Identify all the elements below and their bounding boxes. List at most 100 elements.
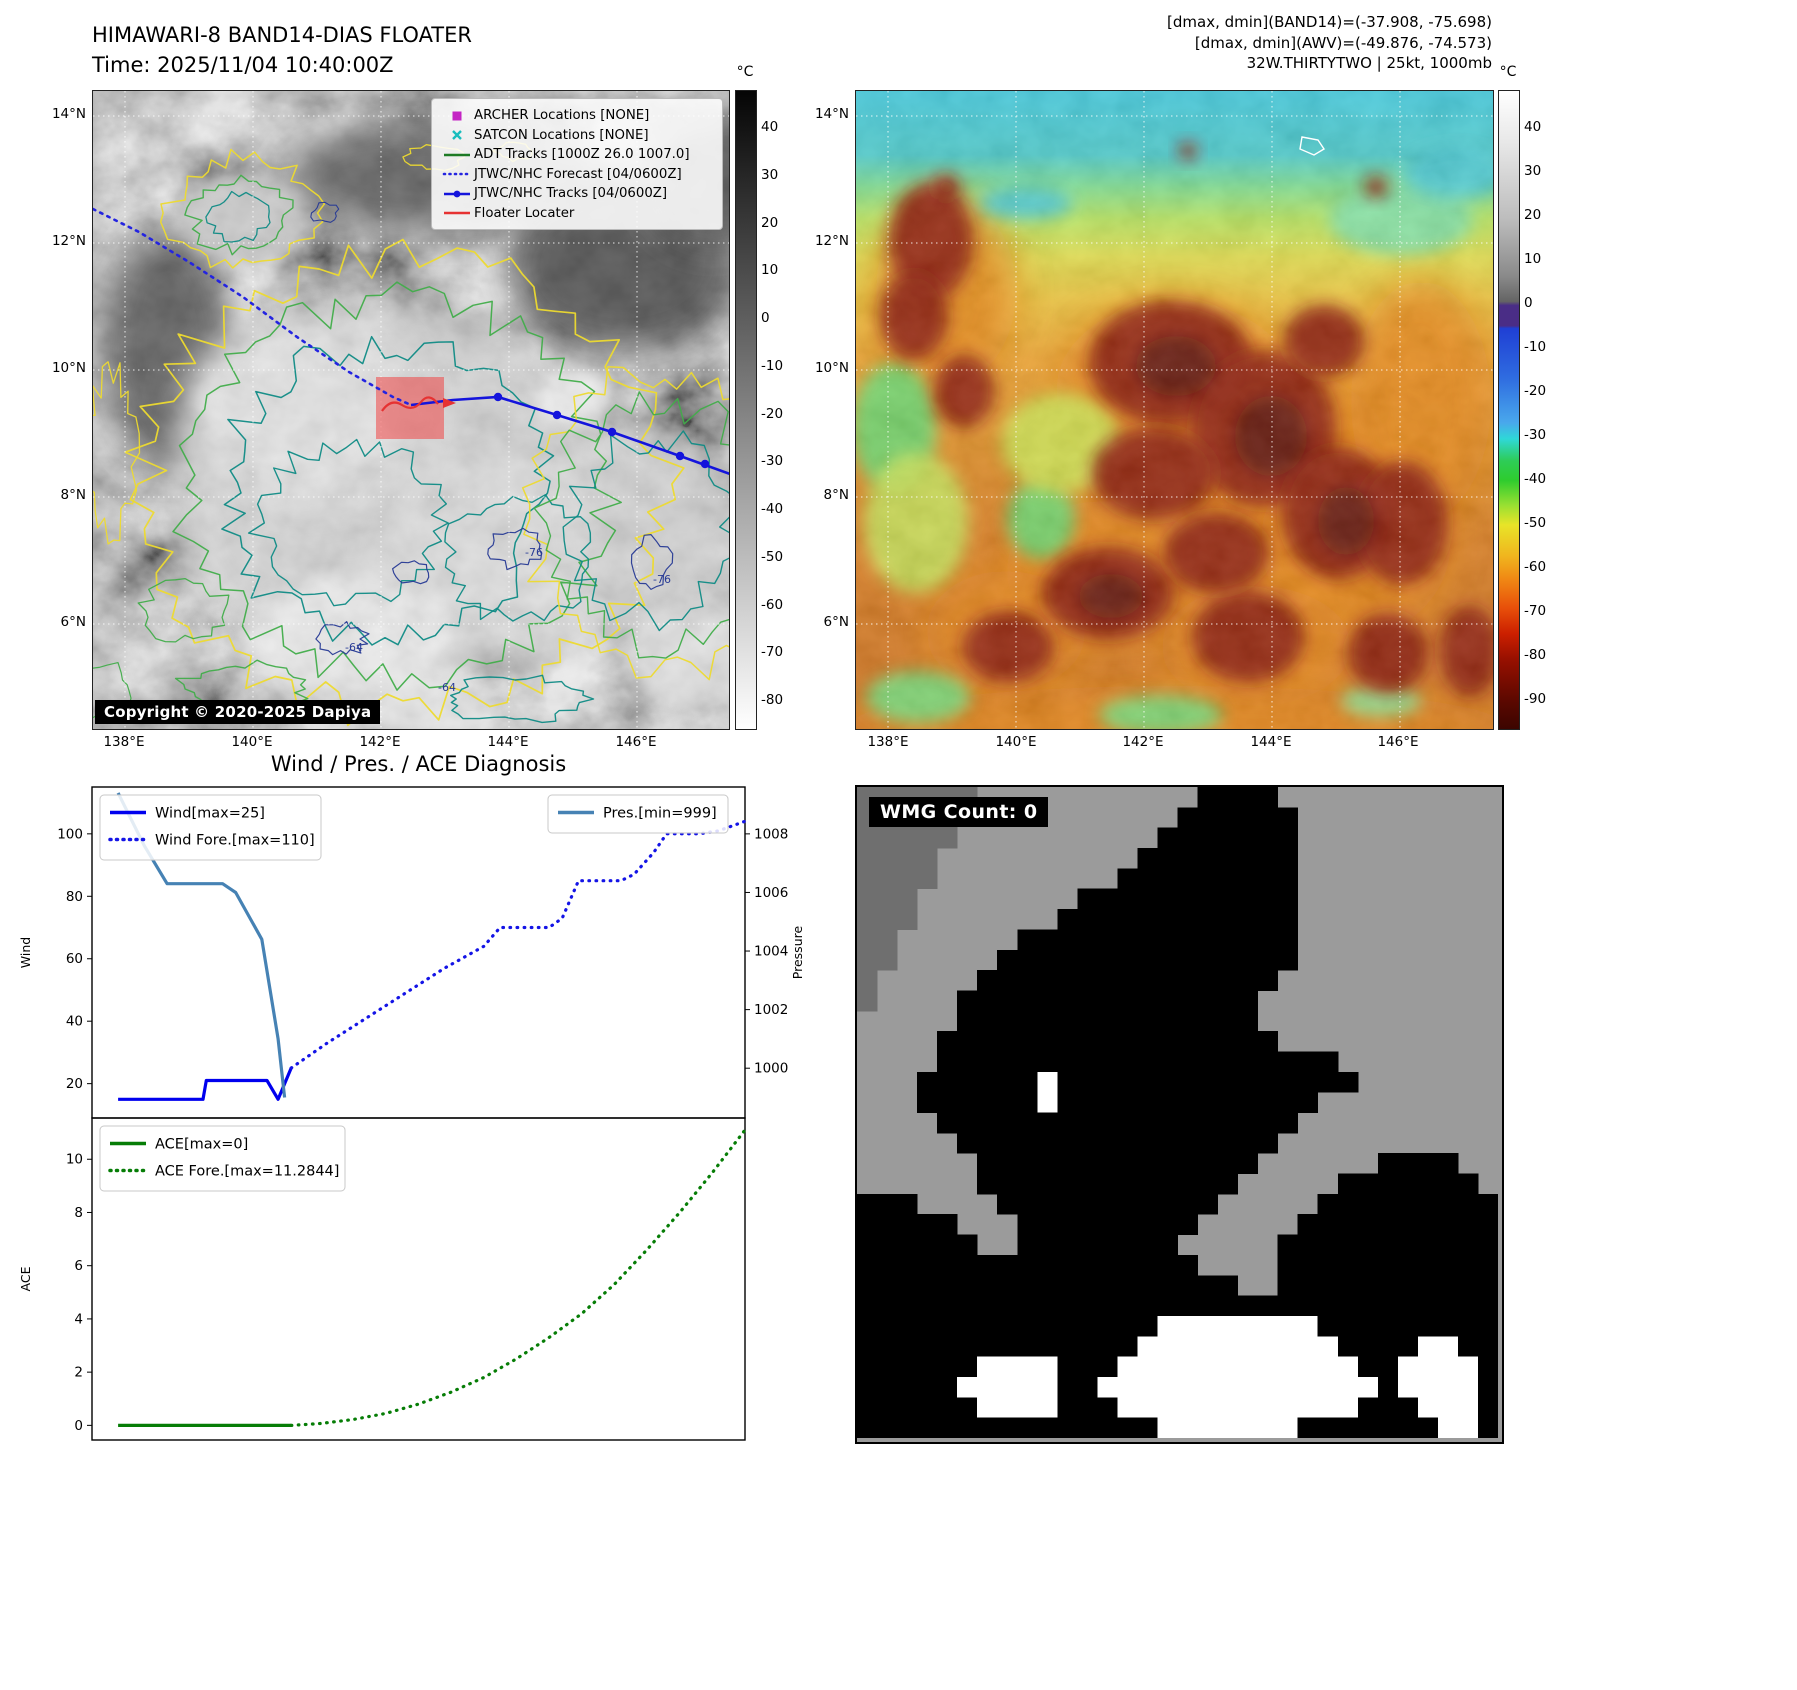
dmax-dmin-awv: [dmax, dmin](AWV)=(-49.876, -74.573) (1194, 33, 1492, 52)
contour-line (630, 534, 674, 590)
colorbar-tick-label: 30 (1524, 163, 1542, 179)
colorbar-tick-label: 0 (1524, 295, 1533, 311)
contour-line (450, 674, 595, 724)
y-tick-label: 1004 (754, 944, 788, 960)
contour-value-label: -76 (653, 573, 671, 586)
contour-line (533, 391, 729, 659)
legend-label: Wind[max=25] (155, 806, 265, 822)
contour-labels: -76 -64 -76 -64 (345, 546, 671, 694)
lon-tick-label: 142°E (1122, 734, 1164, 750)
colorbar-tick-label: 40 (761, 119, 779, 135)
legend-item-label: Floater Locater (474, 205, 575, 221)
y-tick-label: 10 (66, 1152, 83, 1168)
y-tick-label: 1002 (754, 1002, 788, 1018)
colorbar-tick-label: 10 (1524, 251, 1542, 267)
dmax-dmin-band14: [dmax, dmin](BAND14)=(-37.908, -75.698) (1167, 13, 1492, 31)
legend-item-label: ADT Tracks [1000Z 26.0 1007.0] (474, 147, 690, 163)
lon-tick-label: 146°E (1377, 734, 1419, 750)
band14-map-panel: -76 -64 -76 -64 ARCHER Locations [NONE] SATC… (92, 90, 730, 730)
track-point-marker (700, 459, 710, 469)
latlon-grid (856, 91, 1493, 729)
colorbar-tick-label: -30 (1524, 427, 1547, 443)
wmg-panel: WMG Count: 0 (855, 785, 1504, 1444)
contour-line (562, 430, 729, 632)
satcon-marker-icon (440, 128, 474, 142)
colorbar-tick-label: -30 (761, 453, 784, 470)
contour-line (392, 560, 430, 585)
enhanced-ir-satellite-image (856, 91, 1493, 729)
panel-time: Time: 2025/11/04 10:40:00Z (92, 53, 394, 77)
legend-label: ACE[max=0] (155, 1137, 248, 1153)
colorbar-tick-label: -50 (1524, 515, 1547, 531)
contour-line (205, 190, 271, 243)
lon-tick-label: 144°E (1250, 734, 1292, 750)
track-point-marker (607, 427, 617, 437)
colorbar-tick-label: -40 (761, 501, 784, 517)
colorbar-tick-label: -10 (761, 357, 784, 374)
colorbar-tick-label: -40 (1524, 471, 1547, 487)
legend-item: ARCHER Locations [NONE] (440, 106, 714, 126)
ir-texture (856, 91, 1493, 729)
contour-line (487, 527, 543, 571)
lon-tick-label: 146°E (615, 734, 657, 750)
lat-tick-label: 12°N (814, 233, 849, 249)
y-axis-title: ACE (18, 1266, 33, 1291)
colorbar-tick-label: -80 (761, 692, 784, 708)
floater-arrow (443, 398, 456, 408)
left-panel-header: HIMAWARI-8 BAND14-DIAS FLOATER Time: 202… (92, 20, 472, 80)
colorbar-tick-label: -60 (1524, 559, 1547, 575)
lon-tick-label: 138°E (867, 734, 909, 750)
y-tick-label: 60 (66, 951, 83, 967)
series-wind-max-25 (118, 1067, 293, 1101)
enhanced-ir-map-panel (855, 90, 1494, 730)
colorbar-tick-label: -80 (1524, 647, 1547, 663)
series-wind-fore-max-110 (289, 819, 747, 1070)
map-legend: ARCHER Locations [NONE] SATCON Locations … (431, 98, 723, 230)
chart-legend-box (99, 1125, 346, 1192)
lon-tick-label: 140°E (995, 734, 1037, 750)
y-tick-label: 8 (74, 1205, 83, 1221)
colorbar-unit-label: °C (736, 64, 754, 80)
lat-tick-label: 12°N (51, 233, 86, 249)
lat-tick-label: 10°N (51, 360, 86, 376)
legend-label: Pres.[min=999] (603, 806, 717, 822)
legend-item-label: ARCHER Locations [NONE] (474, 108, 650, 124)
chart-legend-box (99, 794, 322, 861)
y-axis-title: Pressure (790, 926, 805, 980)
colorbar-tick-label: -70 (1524, 603, 1547, 619)
archer-marker-icon (440, 109, 474, 123)
lat-tick-label: 8°N (823, 487, 849, 503)
storm-id-intensity: 32W.THIRTYTWO | 25kt, 1000mb (1246, 54, 1492, 72)
legend-label: ACE Fore.[max=11.2844] (155, 1164, 339, 1180)
track-line-icon (440, 148, 474, 162)
legend-label: Wind Fore.[max=110] (155, 833, 315, 849)
copyright-label: Copyright © 2020-2025 Dapiya (95, 700, 381, 724)
contour-line (93, 361, 141, 545)
contour-line (444, 494, 592, 622)
storm-tracks (93, 207, 729, 476)
y-tick-label: 1000 (754, 1061, 788, 1077)
temperature-contours (93, 141, 729, 727)
track-point-marker (552, 410, 562, 420)
contour-line (315, 620, 370, 656)
y-tick-label: 2 (74, 1365, 83, 1381)
legend-item: SATCON Locations [NONE] (440, 126, 714, 146)
y-tick-label: 40 (66, 1014, 83, 1030)
y-tick-label: 100 (57, 826, 83, 842)
contour-line (310, 201, 340, 223)
y-tick-label: 80 (66, 889, 83, 905)
series-ace-fore-max-11-2844 (289, 1128, 747, 1428)
colorbar-unit-label: °C (1499, 64, 1517, 80)
chart-title: Wind / Pres. / ACE Diagnosis (270, 752, 567, 776)
colorbar-tick-label: 20 (1524, 207, 1542, 223)
y-tick-label: 0 (74, 1418, 83, 1434)
legend-item-label: JTWC/NHC Forecast [04/0600Z] (474, 166, 682, 182)
contour-line (159, 148, 326, 269)
contour-value-label: -64 (345, 641, 363, 654)
track-point-marker (675, 451, 685, 461)
island-outline (1299, 136, 1325, 156)
colorbar-tick-label: -60 (761, 596, 784, 613)
lat-tick-label: 8°N (60, 487, 86, 503)
colorbar-tick-label: 40 (1524, 119, 1542, 135)
legend-item: JTWC/NHC Forecast [04/0600Z] (440, 165, 714, 185)
